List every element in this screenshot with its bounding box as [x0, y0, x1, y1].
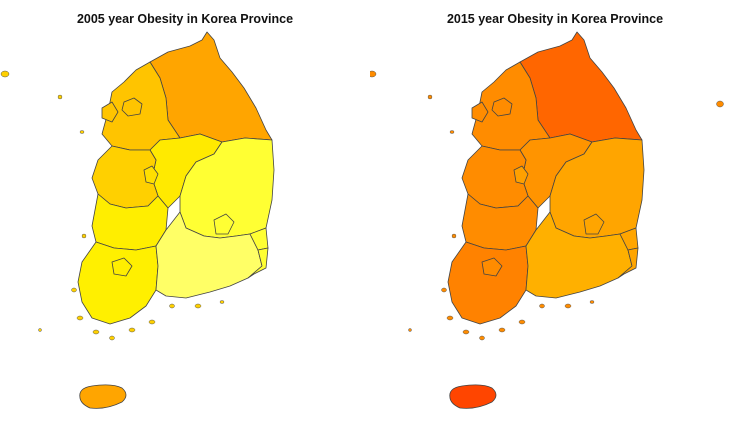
island: [462, 329, 470, 335]
map-title: 2005 year Obesity in Korea Province: [76, 12, 294, 26]
island: [81, 233, 87, 239]
island: [92, 329, 100, 335]
map-panel-2005: 2005 year Obesity in Korea Province: [0, 12, 294, 409]
island: [38, 328, 42, 332]
island: [109, 335, 115, 341]
island: [71, 287, 77, 293]
region-daegu: [213, 213, 235, 235]
region-gwangju: [481, 257, 503, 277]
region-seoul: [121, 97, 143, 117]
region-seoul: [491, 97, 513, 117]
island: [427, 94, 433, 100]
map-panel-2015: 2015 year Obesity in Korea Province: [370, 0, 740, 444]
region-daejeon: [143, 165, 159, 185]
island: [589, 300, 595, 304]
region-daejeon: [513, 165, 529, 185]
island: [446, 315, 454, 321]
island: [148, 319, 156, 325]
island: [219, 300, 225, 304]
region-incheon: [101, 101, 119, 123]
region-incheon: [471, 101, 489, 123]
island: [449, 130, 455, 134]
region-jeju: [79, 384, 127, 409]
island: [370, 70, 377, 78]
island: [194, 303, 202, 309]
region-busan: [617, 247, 639, 279]
island: [57, 94, 63, 100]
choropleth-map: [0, 31, 275, 409]
island: [408, 328, 412, 332]
region-busan: [247, 247, 269, 279]
island: [539, 303, 545, 309]
region-daegu: [583, 213, 605, 235]
island: [128, 327, 136, 333]
region-jeju: [449, 384, 497, 409]
region-gwangju: [111, 257, 133, 277]
island: [518, 319, 526, 325]
choropleth-map: [370, 31, 724, 409]
region-jeonnam: [77, 241, 159, 325]
island: [441, 287, 447, 293]
island: [79, 130, 85, 134]
island: [498, 327, 506, 333]
island: [716, 100, 724, 108]
region-jeonnam: [447, 241, 529, 325]
island: [564, 303, 572, 309]
island: [0, 70, 10, 78]
island: [479, 335, 485, 341]
map-title: 2015 year Obesity in Korea Province: [446, 12, 664, 26]
island: [76, 315, 84, 321]
island: [451, 233, 457, 239]
island: [169, 303, 175, 309]
